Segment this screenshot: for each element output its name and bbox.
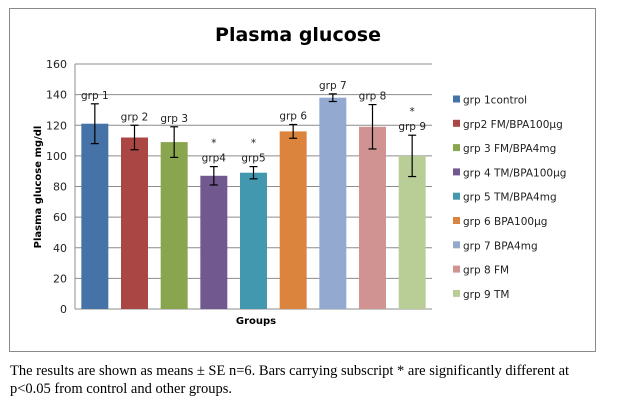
bar-label: grp 9 [398,121,426,133]
significance-marker: * [251,138,256,150]
legend: grp 1control grp2 FM/BPA100µg grp 3 FM/BPA… [453,95,566,301]
bar-6 [279,131,307,309]
chart-title: Plasma glucose [215,24,381,46]
legend-entry: grp 8 FM [463,265,509,277]
legend-swatch [453,119,460,127]
bar-labels: grp 1 grp 2 grp 3 grp4 * grp5 * grp 6 grp 7 grp 8… [81,80,426,165]
legend-entry: grp 6 BPA100µg [463,216,547,228]
bar-9 [398,155,426,309]
y-tick-label: 40 [53,242,67,255]
bar-label: grp 8 [359,91,387,103]
legend-entry: grp 9 TM [463,289,509,301]
y-axis-ticks: 0 20 40 60 80 100 120 140 160 [46,58,67,316]
legend-swatch [453,192,460,200]
bar-5 [240,172,267,309]
y-tick-label: 20 [53,272,67,285]
legend-entry: grp 5 TM/BPA4mg [463,192,557,204]
bar-1 [81,123,109,309]
bars [81,97,426,309]
y-tick-label: 80 [53,181,67,194]
bar-label: grp 7 [319,80,347,92]
legend-swatch [453,168,460,176]
bar-label: grp 3 [160,113,188,125]
error-bars [90,93,417,186]
legend-swatch [453,217,460,224]
bar-8 [359,126,386,309]
significance-marker: * [410,106,415,118]
y-tick-label: 100 [46,150,67,163]
bar-7 [319,97,347,309]
chart: Plasma glucose 0 20 40 60 80 100 120 140 160 grp… [33,24,566,327]
y-tick-label: 60 [53,211,67,224]
legend-swatch [453,289,460,297]
y-tick-label: 0 [60,303,67,316]
bar-4 [200,175,228,309]
legend-entry: grp 1control [463,95,527,107]
significance-marker: * [211,138,216,150]
legend-swatch [453,265,460,273]
figure-caption: The results are shown as means ± SE n=6.… [10,363,570,397]
bar-label: grp5 [241,153,265,165]
bar-label: grp4 [202,153,227,165]
bar-label: grp 1 [81,90,109,102]
bar-2 [121,137,148,309]
y-tick-label: 140 [46,89,67,102]
legend-entry: grp 3 FM/BPA4mg [463,143,556,155]
legend-entry: grp 4 TM/BPA100µg [463,167,566,179]
legend-entry: grp 7 BPA4mg [463,240,538,252]
bar-label: grp 6 [279,110,307,122]
legend-swatch [453,241,460,249]
legend-swatch [453,95,460,103]
legend-swatch [453,144,460,152]
y-tick-label: 120 [46,119,67,132]
y-tick-label: 160 [46,58,67,71]
bar-3 [160,142,188,309]
bar-label: grp 2 [121,111,149,123]
y-axis-label: Plasma glucose mg/dl [33,126,44,249]
x-axis-label: Groups [236,316,276,327]
legend-entry: grp2 FM/BPA100µg [463,119,563,131]
